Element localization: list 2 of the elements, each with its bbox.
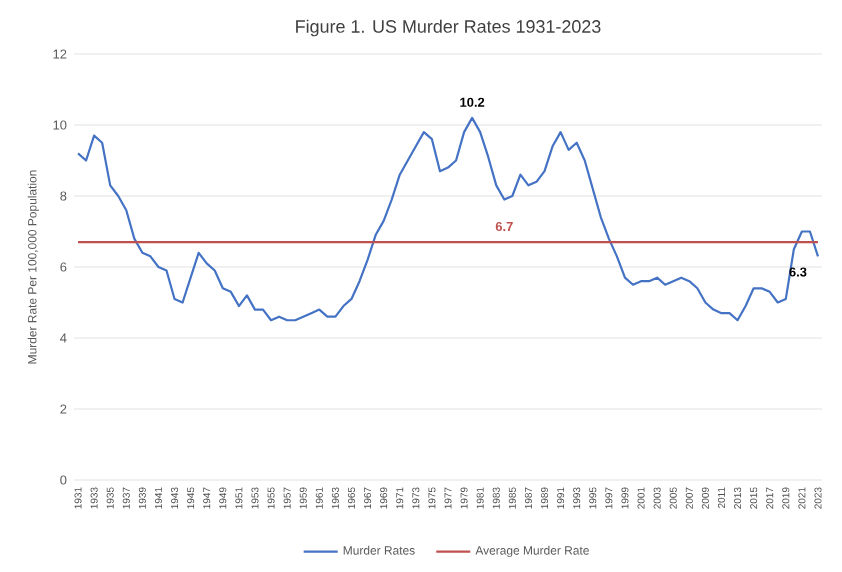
chart-title: Figure 1. US Murder Rates 1931-2023	[296, 19, 601, 37]
line-series	[76, 116, 820, 322]
